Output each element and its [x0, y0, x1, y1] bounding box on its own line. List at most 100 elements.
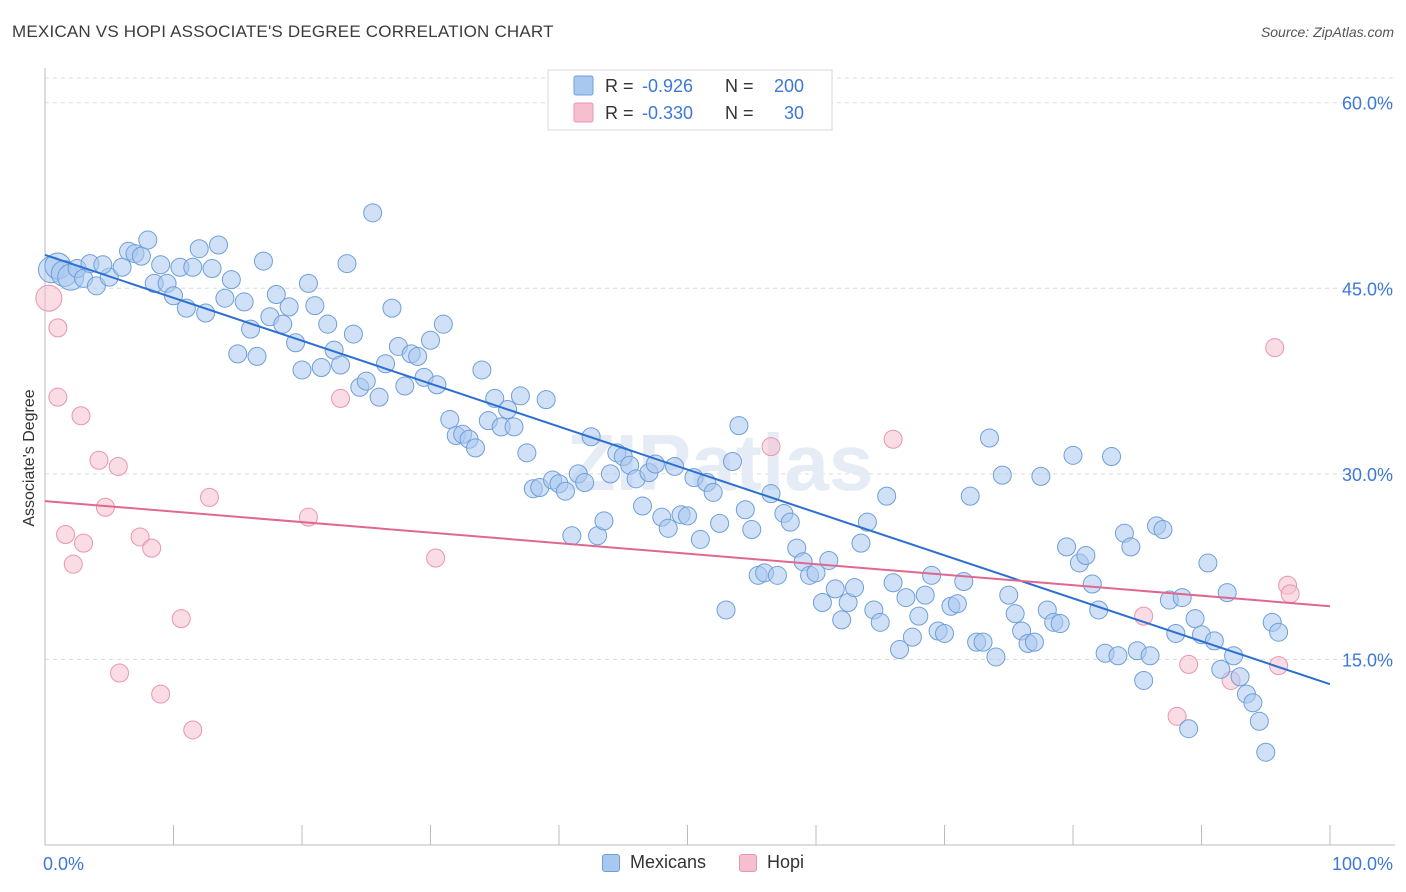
hopi-point: [331, 388, 351, 408]
y-tick-label-2: 45.0%: [1342, 279, 1393, 299]
chart-title: MEXICAN VS HOPI ASSOCIATE'S DEGREE CORRE…: [12, 22, 554, 41]
mexicans-point: [1204, 631, 1224, 651]
mexicans-point: [735, 500, 755, 520]
mexicans-point: [909, 606, 929, 626]
mexicans-point: [363, 203, 383, 223]
mexicans-point: [1050, 614, 1070, 634]
x-tick-label-0: 0.0%: [43, 854, 84, 874]
mexicans-point: [337, 254, 357, 274]
mexicans-point: [729, 416, 749, 436]
y-axis-label: Associate's Degree: [21, 389, 38, 526]
mexicans-point: [902, 627, 922, 647]
mexicans-point: [973, 632, 993, 652]
mexicans-point: [202, 259, 222, 279]
mexicans-point: [131, 246, 151, 266]
mexicans-point: [440, 409, 460, 429]
mexicans-point: [1134, 670, 1154, 690]
legend-item-mexicans[interactable]: Mexicans: [601, 852, 706, 873]
mexicans-point: [1198, 553, 1218, 573]
mexicans-point: [504, 417, 524, 437]
hopi-point: [1167, 706, 1187, 726]
mexicans-point: [947, 594, 967, 614]
mexicans-point: [999, 585, 1019, 605]
hopi-point: [199, 487, 219, 507]
mexicans-point: [1005, 604, 1025, 624]
mexicans-point: [1185, 609, 1205, 629]
mexicans-point: [517, 443, 537, 463]
mexicans-point: [1269, 622, 1289, 642]
mexicans-point: [221, 270, 241, 290]
mexicans-point: [510, 386, 530, 406]
mexicans-point: [138, 230, 158, 250]
mexicans-point: [658, 518, 678, 538]
mexicans-point: [189, 239, 209, 259]
mexicans-point: [986, 647, 1006, 667]
mexicans-point: [112, 257, 132, 277]
hopi-point: [171, 609, 191, 629]
mexicans-point: [1063, 445, 1083, 465]
mexicans-point: [812, 593, 832, 613]
hopi-point: [883, 429, 903, 449]
legend-swatch-mexicans-bottom: [601, 853, 620, 872]
hopi-point: [108, 456, 128, 476]
legend-box: [547, 69, 833, 131]
hopi-point: [1265, 338, 1285, 358]
mexicans-point: [356, 371, 376, 391]
mexicans-point: [1249, 711, 1269, 731]
mexicans-point: [305, 296, 325, 316]
mexicans-point: [896, 588, 916, 608]
mexicans-point: [208, 235, 228, 255]
mexicans-point: [1076, 546, 1096, 566]
mexicans-point: [915, 585, 935, 605]
mexicans-point: [819, 550, 839, 570]
mexicans-point: [279, 297, 299, 317]
mexicans-point: [690, 529, 710, 549]
trend-lines: [44, 253, 1331, 686]
mexicans-point: [1243, 693, 1263, 713]
mexicans-point: [825, 579, 845, 599]
mexicans-point: [369, 387, 389, 407]
legend-item-hopi[interactable]: Hopi: [739, 852, 804, 873]
mexicans-point: [228, 344, 248, 364]
hopi-point: [761, 437, 781, 457]
x-tick-label-1: 100.0%: [1332, 854, 1393, 874]
hopi-point: [35, 284, 63, 312]
mexicans-point: [1256, 742, 1276, 762]
mexicans-point: [1179, 719, 1199, 739]
mexicans-point: [678, 506, 697, 526]
mexicans-point: [1140, 646, 1160, 666]
legend-label-mexicans: Mexicans: [629, 852, 706, 872]
mexicans-point: [665, 456, 685, 476]
legend-swatch-mexicans: [573, 75, 594, 96]
mexicans-point: [151, 255, 171, 275]
mexicans-point: [594, 511, 614, 531]
mexicans-point: [742, 520, 762, 540]
legend-bottom: Mexicans Hopi: [0, 852, 1406, 877]
y-tick-labels: 15.0% 30.0% 45.0% 60.0%: [1342, 94, 1393, 671]
mexicans-point: [266, 284, 286, 304]
hopi-point: [183, 720, 203, 740]
hopi-point: [1269, 656, 1289, 676]
mexicans-point: [421, 330, 440, 350]
gridlines: [45, 77, 1395, 660]
mexicans-point: [343, 324, 363, 344]
hopi-trend-line: [44, 500, 1331, 608]
source-label: Source: ZipAtlas.com: [1260, 24, 1394, 40]
axes: [44, 68, 1395, 846]
hopi-point: [74, 533, 94, 553]
mexicans-point: [311, 357, 331, 377]
mexicans-point: [215, 288, 235, 308]
y-tick-label-1: 30.0%: [1342, 465, 1393, 485]
x-tick-labels: 0.0% 100.0%: [43, 854, 1393, 874]
mexicans-point: [1108, 646, 1128, 666]
hopi-point: [71, 406, 91, 426]
hopi-point: [48, 318, 68, 338]
legend-swatch-hopi: [573, 102, 594, 123]
mexicans-points: [37, 203, 1289, 762]
mexicans-point: [1031, 466, 1051, 486]
mexicans-point: [780, 512, 800, 532]
mexicans-point: [890, 640, 910, 660]
hopi-point: [1280, 584, 1300, 604]
mexicans-point: [408, 346, 428, 366]
